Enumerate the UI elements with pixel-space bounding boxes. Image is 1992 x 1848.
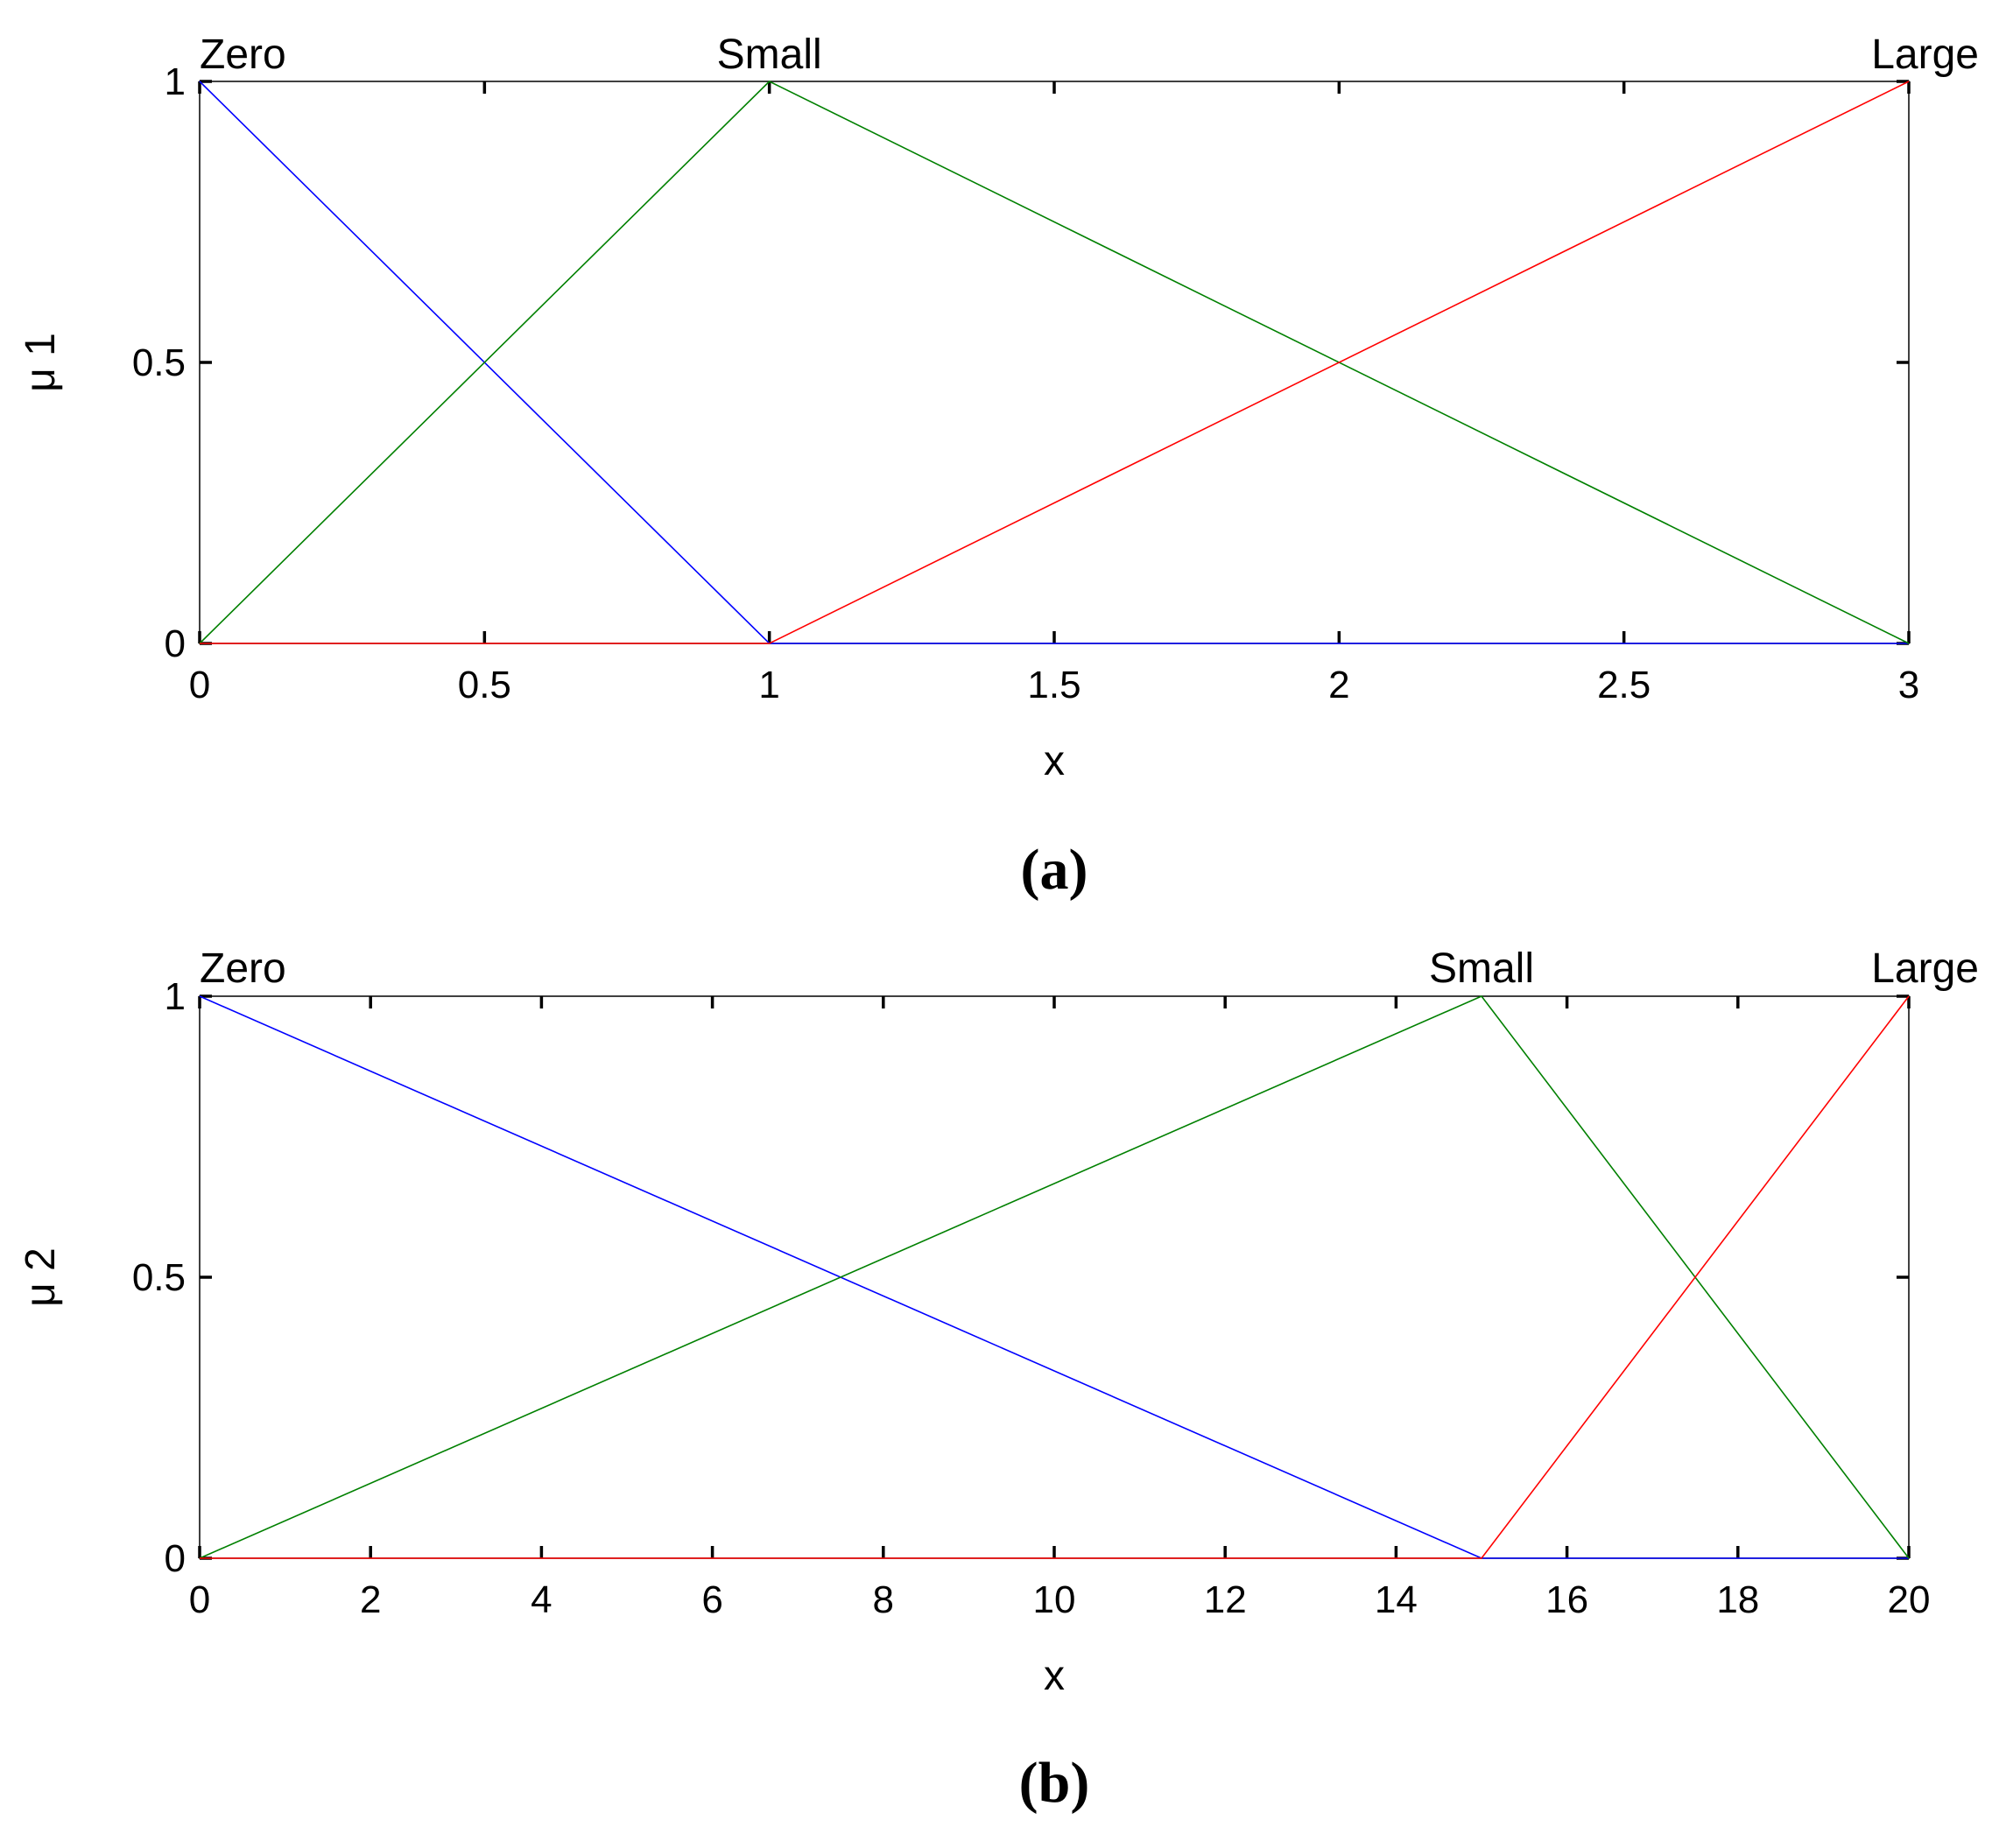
x-tick-label: 4 bbox=[531, 1578, 552, 1621]
y-tick-label: 1 bbox=[165, 60, 186, 103]
x-tick-label: 10 bbox=[1033, 1578, 1076, 1621]
x-tick-label: 20 bbox=[1888, 1578, 1931, 1621]
series-line-zero bbox=[199, 81, 1909, 644]
x-tick-label: 14 bbox=[1375, 1578, 1418, 1621]
x-tick-label: 6 bbox=[701, 1578, 722, 1621]
y-tick-label: 0 bbox=[165, 622, 186, 665]
x-tick-label: 0 bbox=[189, 1578, 210, 1621]
x-tick-label: 12 bbox=[1204, 1578, 1247, 1621]
axes-box bbox=[199, 81, 1910, 644]
series-label-small: Small bbox=[1429, 945, 1534, 992]
x-tick-label: 1.5 bbox=[1027, 664, 1080, 706]
y-tick-label: 0.5 bbox=[132, 341, 186, 384]
x-tick-label: 2 bbox=[1328, 664, 1349, 706]
y-axis-label: μ 1 bbox=[18, 333, 64, 392]
series-line-large bbox=[200, 995, 1910, 1559]
chart-a: 0 0.5 1 1.5 2 2.5 3 0 0.5 1 Zero Small Large x μ 1 (a) bbox=[18, 32, 1979, 902]
y-tick-label: 0.5 bbox=[132, 1256, 186, 1299]
series-line-small bbox=[199, 81, 1910, 644]
x-tick-label: 0.5 bbox=[458, 664, 511, 706]
panel-label: (a) bbox=[1021, 838, 1088, 902]
x-tick-label: 0 bbox=[189, 664, 210, 706]
series-label-large: Large bbox=[1871, 32, 1979, 78]
x-tick-label: 2.5 bbox=[1597, 664, 1651, 706]
series-label-zero: Zero bbox=[200, 32, 286, 78]
series-label-large: Large bbox=[1871, 945, 1979, 992]
x-tick-label: 1 bbox=[758, 664, 779, 706]
x-tick-label: 2 bbox=[360, 1578, 381, 1621]
series-line-large bbox=[200, 81, 1910, 644]
series-line-zero bbox=[199, 995, 1909, 1559]
x-axis-label: x bbox=[1044, 1653, 1065, 1699]
x-tick-label: 18 bbox=[1716, 1578, 1759, 1621]
series-label-small: Small bbox=[717, 32, 822, 78]
x-tick-label: 16 bbox=[1545, 1578, 1588, 1621]
x-axis-label: x bbox=[1044, 738, 1065, 784]
x-tick-label: 8 bbox=[873, 1578, 894, 1621]
y-tick-label: 1 bbox=[165, 975, 186, 1018]
x-tick-label: 3 bbox=[1898, 664, 1919, 706]
series-label-zero: Zero bbox=[200, 945, 286, 992]
y-axis-label: μ 2 bbox=[18, 1247, 64, 1307]
y-tick-label: 0 bbox=[165, 1537, 186, 1580]
panel-label: (b) bbox=[1019, 1751, 1090, 1815]
series-line-small bbox=[199, 995, 1910, 1559]
chart-b: 0 2 4 6 8 10 12 14 16 18 20 0 0.5 1 Zero Small Large x μ 2… bbox=[18, 945, 1979, 1815]
axes-box bbox=[199, 995, 1910, 1559]
